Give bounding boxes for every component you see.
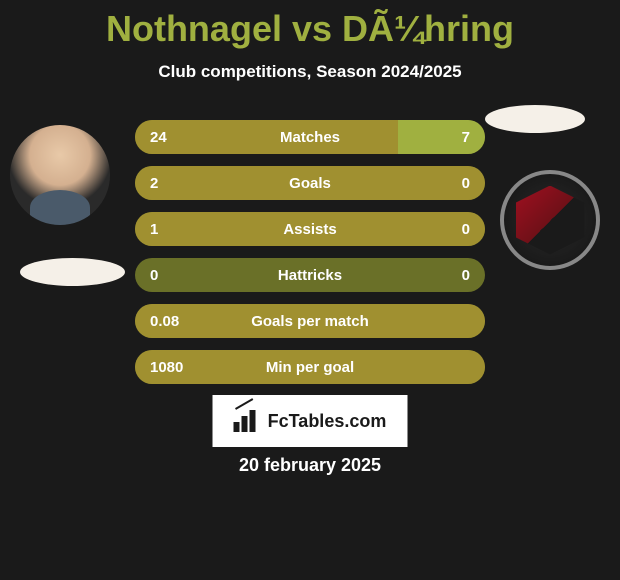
fctables-label: FcTables.com <box>268 411 387 432</box>
date-label: 20 february 2025 <box>239 455 381 476</box>
badge-shield-icon <box>516 186 585 255</box>
stat-bar-left <box>135 120 398 154</box>
player-left-avatar <box>10 125 110 225</box>
comparison-subtitle: Club competitions, Season 2024/2025 <box>0 62 620 82</box>
team-left-ellipse <box>20 258 125 286</box>
team-right-badge <box>500 170 600 270</box>
stat-label: Assists <box>283 221 336 238</box>
stat-row: 0.08 Goals per match <box>135 304 485 338</box>
stat-row: 1 Assists 0 <box>135 212 485 246</box>
stat-value-left: 0.08 <box>150 313 179 330</box>
stat-row: 2 Goals 0 <box>135 166 485 200</box>
stat-value-right: 7 <box>462 129 470 146</box>
stat-value-right: 0 <box>462 267 470 284</box>
stat-value-left: 1 <box>150 221 158 238</box>
stat-row: 1080 Min per goal <box>135 350 485 384</box>
stat-label: Hattricks <box>278 267 342 284</box>
stat-bar-right <box>398 120 486 154</box>
stat-value-left: 1080 <box>150 359 183 376</box>
stat-row: 24 Matches 7 <box>135 120 485 154</box>
stat-label: Matches <box>280 129 340 146</box>
stat-row: 0 Hattricks 0 <box>135 258 485 292</box>
stat-value-right: 0 <box>462 221 470 238</box>
stats-container: 24 Matches 7 2 Goals 0 1 Assists 0 0 Hattricks 0 0.0… <box>135 120 485 396</box>
team-right-ellipse <box>485 105 585 133</box>
chart-icon <box>234 410 262 432</box>
fctables-logo-box: FcTables.com <box>213 395 408 447</box>
stat-value-right: 0 <box>462 175 470 192</box>
stat-label: Goals <box>289 175 331 192</box>
comparison-title: Nothnagel vs DÃ¼hring <box>0 0 620 50</box>
stat-value-left: 2 <box>150 175 158 192</box>
stat-label: Goals per match <box>251 313 369 330</box>
stat-label: Min per goal <box>266 359 354 376</box>
stat-value-left: 0 <box>150 267 158 284</box>
stat-value-left: 24 <box>150 129 167 146</box>
